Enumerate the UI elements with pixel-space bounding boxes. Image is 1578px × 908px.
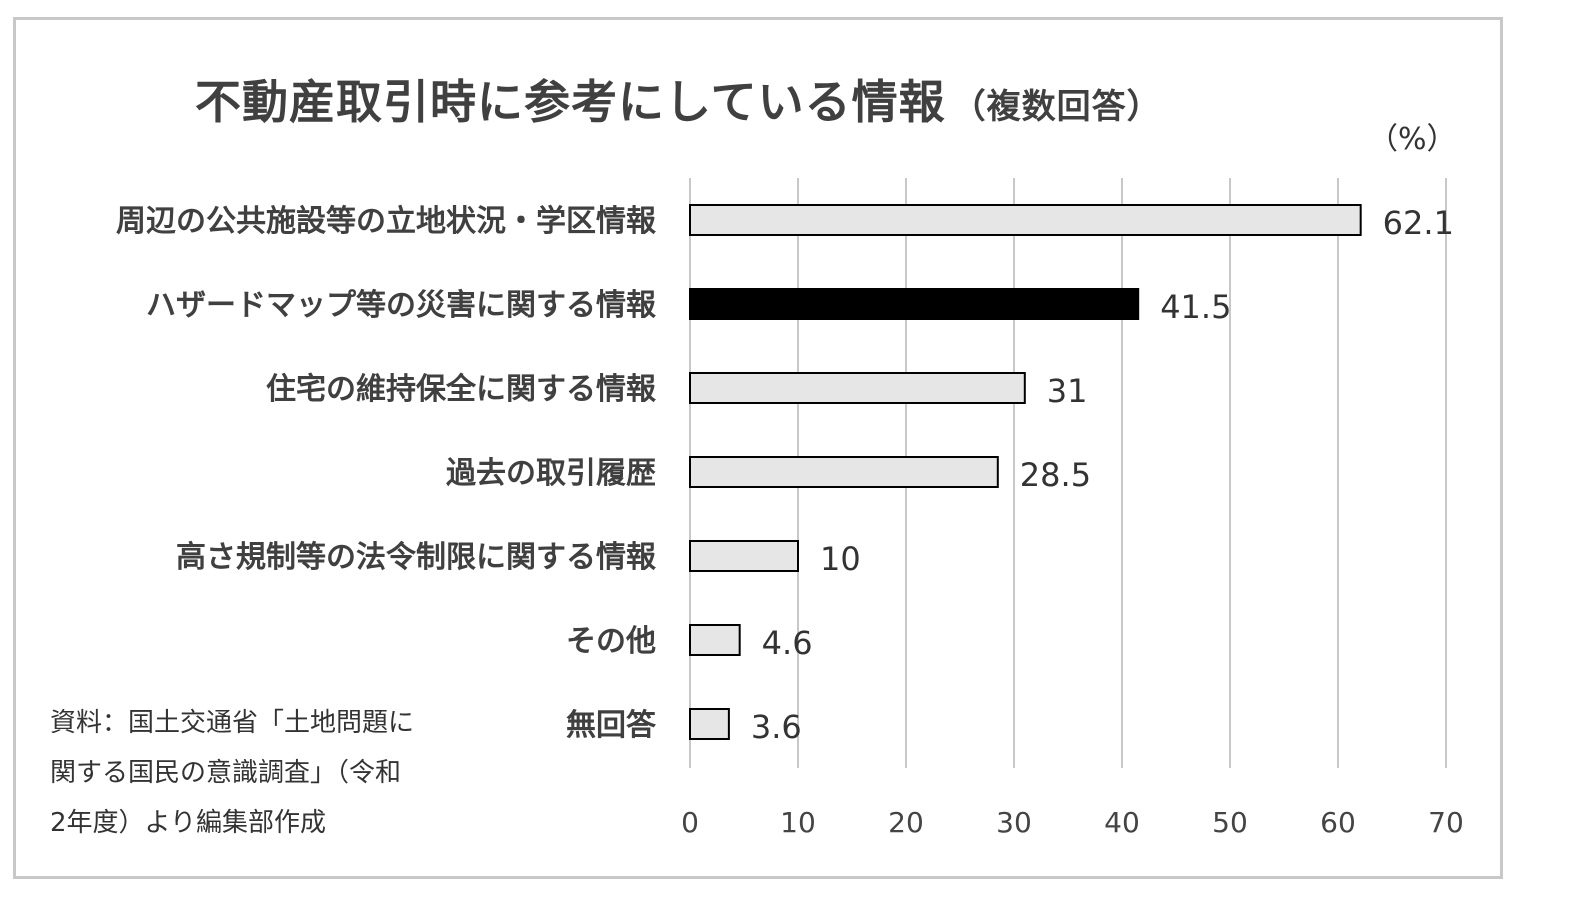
source-note: 資料：国土交通省「土地問題に 関する国民の意識調査」（令和 2年度）より編集部作… <box>50 698 490 848</box>
category-label: 周辺の公共施設等の立地状況・学区情報 <box>116 204 657 239</box>
value-labels: 62.1 41.5 31 28.5 10 4.6 3.6 <box>751 204 1454 746</box>
x-tick-label: 20 <box>888 806 924 839</box>
value-label: 41.5 <box>1160 288 1231 326</box>
x-tick-label: 60 <box>1320 806 1356 839</box>
source-line-2: 関する国民の意識調査」（令和 <box>50 758 402 788</box>
source-line-3: 2年度）より編集部作成 <box>50 808 327 838</box>
bar <box>689 288 1140 320</box>
value-label: 3.6 <box>751 708 802 746</box>
category-labels: 周辺の公共施設等の立地状況・学区情報ハザードマップ等の災害に関する情報住宅の維持… <box>116 204 657 743</box>
x-tick-label: 70 <box>1428 806 1464 839</box>
value-label: 4.6 <box>762 624 813 662</box>
chart-subtitle: （複数回答） <box>951 87 1162 127</box>
unit-label: （%） <box>1368 122 1457 157</box>
bars <box>689 204 1362 740</box>
bar <box>689 456 999 488</box>
chart-title: 不動産取引時に参考にしている情報 （複数回答） <box>195 66 1162 132</box>
category-label: 過去の取引履歴 <box>446 456 656 491</box>
category-label: その他 <box>566 624 656 659</box>
category-label: 高さ規制等の法令制限に関する情報 <box>176 540 657 575</box>
x-tick-label: 50 <box>1212 806 1248 839</box>
source-line-1: 資料：国土交通省「土地問題に <box>50 708 415 738</box>
value-label: 31 <box>1047 372 1088 410</box>
chart-title-main: 不動産取引時に参考にしている情報 <box>195 75 946 129</box>
bar <box>689 708 730 740</box>
bar <box>689 204 1362 236</box>
bar <box>689 372 1026 404</box>
chart-frame <box>13 17 1503 879</box>
value-label: 10 <box>820 540 861 578</box>
value-label: 28.5 <box>1020 456 1091 494</box>
category-label: 無回答 <box>566 708 657 743</box>
category-label: 住宅の維持保全に関する情報 <box>266 372 657 407</box>
bar <box>689 540 799 572</box>
x-tick-label: 40 <box>1104 806 1140 839</box>
x-tick-labels: 0 10 20 30 40 50 60 70 <box>681 806 1464 839</box>
value-label: 62.1 <box>1383 204 1454 242</box>
category-label: ハザードマップ等の災害に関する情報 <box>146 288 657 323</box>
x-tick-label: 0 <box>681 806 699 839</box>
x-tick-label: 10 <box>780 806 816 839</box>
bar <box>689 624 741 656</box>
x-tick-label: 30 <box>996 806 1032 839</box>
